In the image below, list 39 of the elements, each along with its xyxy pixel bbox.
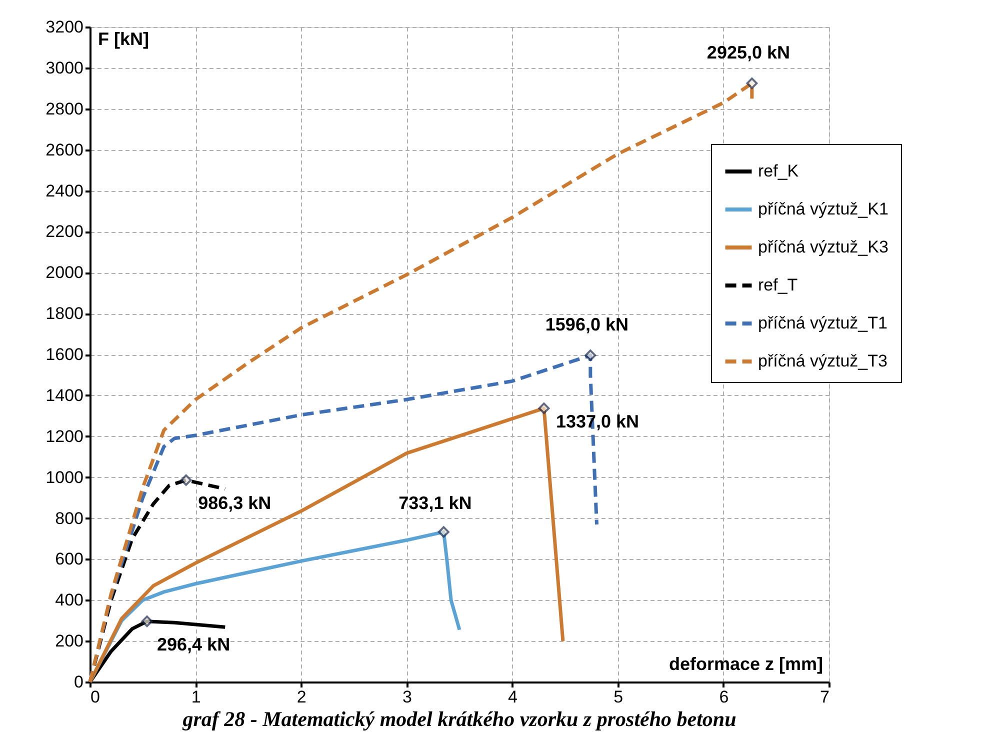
y-tick-label: 1000 [46,468,84,487]
y-tick-label: 2200 [46,222,84,242]
annotation: 2925,0 kN [706,42,790,62]
y-tick-label: 3200 [46,18,84,36]
x-tick-label: 6 [719,688,729,706]
x-tick-label: 2 [296,688,306,706]
y-tick-label: 200 [55,632,84,651]
annotation: 296,4 kN [157,634,230,654]
annotation: 733,1 kN [398,492,472,513]
annotation: 1596,0 kN [545,314,628,334]
legend-label: příčná výztuž_T3 [758,352,888,370]
y-tick-label: 0 [74,672,84,692]
x-tick-label: 7 [820,688,830,706]
x-axis-title: deformace z [mm] [668,654,823,674]
y-tick-label: 1400 [46,386,84,405]
y-tick-label: 600 [55,550,84,569]
annotation: 986,3 kN [198,493,272,514]
legend-label: příčná výztuž_K3 [758,238,888,256]
x-tick-label: 0 [90,688,100,706]
y-tick-label: 2400 [46,181,84,200]
y-tick-label: 1600 [46,345,84,364]
x-tick-label: 1 [191,688,201,706]
y-tick-label: 1800 [46,304,84,324]
y-tick-label: 1200 [46,426,84,446]
y-tick-label: 2600 [46,140,84,160]
y-tick-label: 2000 [46,263,84,282]
text: graf 28 - Matematický model krátkého vzorku z prostého betonu [182,707,736,731]
y-axis-title: F [kN] [98,29,149,49]
legend-label: ref_T [758,276,798,294]
y-tick-label: 400 [55,590,84,610]
x-tick-label: 4 [508,688,518,706]
legend-label: ref_K [758,162,800,180]
legend-label: příčná výztuž_K1 [758,200,888,218]
y-tick-label: 3000 [46,58,84,78]
y-tick-label: 800 [55,508,84,528]
x-tick-label: 3 [402,688,412,706]
y-tick-label: 2800 [46,99,84,118]
x-tick-label: 5 [614,688,624,706]
legend-label: příčná výztuž_T1 [758,314,888,332]
